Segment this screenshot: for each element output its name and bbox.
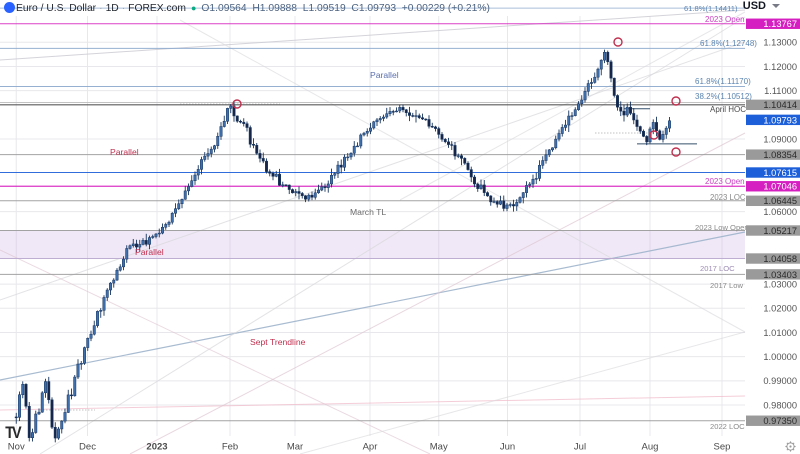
svg-text:Sep: Sep [714,442,731,453]
svg-text:May: May [430,442,448,453]
svg-text:1.03000: 1.03000 [763,280,797,290]
svg-text:2022 LOC: 2022 LOC [710,422,745,431]
svg-text:0.98000: 0.98000 [763,400,797,410]
svg-text:Nov: Nov [8,442,25,453]
svg-text:Mar: Mar [287,442,303,453]
svg-text:Feb: Feb [222,442,238,453]
svg-text:April HOC: April HOC [710,105,746,114]
svg-text:1.11000: 1.11000 [764,86,797,96]
svg-text:2023 Low Open: 2023 Low Open [695,223,749,232]
svg-text:Apr: Apr [363,442,378,453]
svg-text:2017 Low: 2017 Low [710,281,743,290]
svg-text:Jul: Jul [574,442,586,453]
svg-text:Dec: Dec [79,442,96,453]
svg-text:2023 Open: 2023 Open [705,15,745,24]
svg-text:Parallel: Parallel [370,70,399,80]
svg-text:0.99000: 0.99000 [763,376,797,386]
svg-text:Parallel: Parallel [110,147,139,157]
svg-text:0.97350: 0.97350 [763,416,797,426]
svg-text:1.04058: 1.04058 [763,254,797,264]
svg-text:1.13000: 1.13000 [763,38,797,48]
svg-text:1.06445: 1.06445 [763,196,797,206]
svg-text:Parallel: Parallel [135,247,164,257]
svg-text:1.09000: 1.09000 [763,134,797,144]
svg-text:2017 LOC: 2017 LOC [700,264,735,273]
svg-text:1.13767: 1.13767 [763,19,797,29]
svg-text:2023: 2023 [146,442,167,453]
svg-text:March TL: March TL [350,207,386,217]
svg-text:2023 Open: 2023 Open [705,177,745,186]
svg-text:Aug: Aug [642,442,659,453]
svg-text:1.00000: 1.00000 [763,352,797,362]
svg-text:1.06000: 1.06000 [763,207,797,217]
svg-text:2023 LOC: 2023 LOC [710,193,746,202]
svg-text:1.09793: 1.09793 [763,115,797,125]
svg-text:1.05217: 1.05217 [763,226,797,236]
svg-text:1.07046: 1.07046 [763,182,797,192]
svg-text:61.8%(1.12748): 61.8%(1.12748) [700,39,757,48]
svg-text:1.01000: 1.01000 [763,328,797,338]
svg-text:1.07615: 1.07615 [763,168,797,178]
svg-text:1.03403: 1.03403 [763,270,797,280]
svg-text:1.02000: 1.02000 [763,304,797,314]
svg-text:1.12000: 1.12000 [763,62,797,72]
svg-text:1.10414: 1.10414 [763,100,797,110]
svg-text:61.8%(1.11170): 61.8%(1.11170) [695,77,751,86]
svg-text:1.08354: 1.08354 [763,150,797,160]
svg-text:Jun: Jun [500,442,515,453]
svg-text:38.2%(1.10512): 38.2%(1.10512) [695,92,752,101]
svg-text:Sept Trendline: Sept Trendline [250,337,306,347]
